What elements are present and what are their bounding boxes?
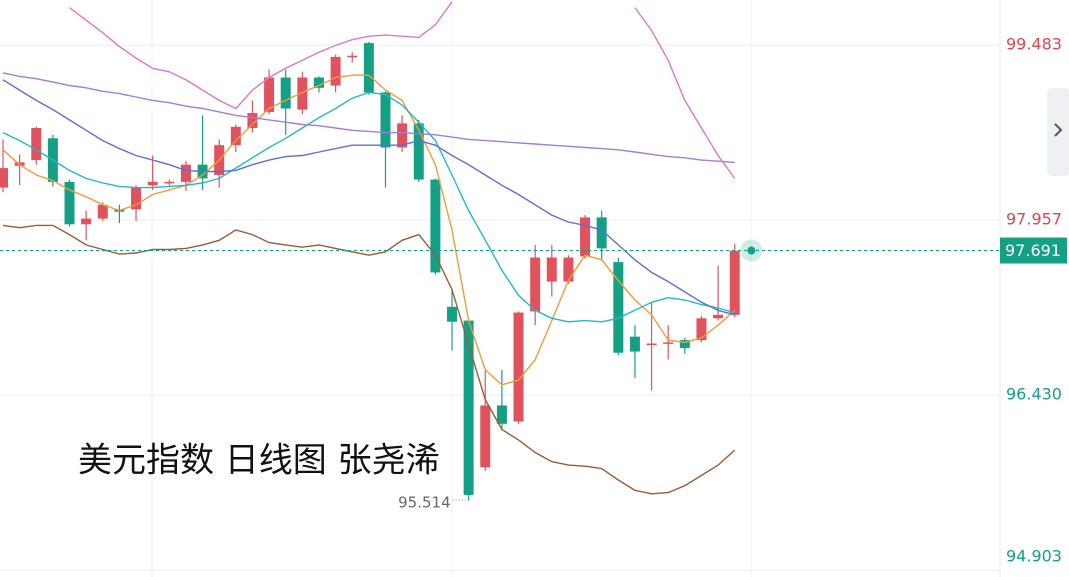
candle-body	[447, 306, 458, 322]
candle-body	[131, 187, 142, 210]
candle-body	[164, 181, 175, 184]
price-tag-label: 97.691	[1005, 241, 1061, 260]
candle-body	[230, 126, 241, 146]
candle-body	[480, 405, 491, 468]
candle-body	[413, 123, 424, 180]
candle-body	[280, 77, 291, 109]
candle-body	[663, 342, 674, 344]
candle-body	[696, 318, 707, 341]
candle-body	[546, 257, 557, 282]
plot-area	[0, 1, 1000, 571]
indicator-line	[2, 72, 735, 164]
candle-body	[397, 123, 408, 148]
candle-body	[530, 257, 541, 312]
candle-body	[147, 181, 158, 186]
price-tag	[1000, 237, 1067, 264]
candle-body	[97, 204, 108, 219]
candle-body	[297, 77, 308, 110]
candle-body	[496, 405, 507, 424]
indicator-line	[2, 74, 736, 386]
candle-body	[629, 336, 640, 352]
candle-body	[430, 179, 441, 273]
candle-body	[596, 217, 607, 249]
candle-body	[463, 320, 474, 495]
candle-body	[613, 262, 624, 353]
y-tick-label: 97.957	[1006, 210, 1062, 229]
candle-body	[729, 250, 740, 315]
chevron-icon[interactable]	[1054, 123, 1063, 137]
candle-body	[330, 56, 341, 86]
indicator-line	[2, 91, 735, 323]
price-dot	[747, 246, 756, 255]
candle-body	[64, 181, 75, 225]
candle-body	[563, 257, 574, 282]
candle-body	[713, 314, 724, 319]
candle-body	[313, 77, 324, 88]
chart-title: 美元指数 日线图 张尧浠	[78, 441, 440, 481]
candle-body	[513, 312, 524, 422]
candle-body	[646, 343, 657, 346]
y-tick-label: 96.430	[1006, 385, 1062, 404]
y-tick-label: 99.483	[1006, 35, 1062, 54]
indicator-line	[69, 1, 736, 179]
indicator-line	[2, 79, 735, 316]
candle-body	[0, 168, 8, 188]
candle-body	[363, 43, 374, 93]
candle-body	[580, 217, 591, 257]
candle-body	[247, 113, 258, 128]
candle-body	[31, 127, 42, 161]
candle-body	[679, 340, 690, 349]
collapse-button[interactable]	[1047, 88, 1069, 176]
y-tick-label: 94.903	[1006, 547, 1062, 566]
candle-body	[180, 164, 191, 182]
indicator-line	[2, 224, 736, 495]
candle-body	[81, 218, 92, 225]
candle-body	[264, 77, 275, 112]
candle-body	[347, 55, 358, 58]
low-label: 95.514	[398, 494, 451, 512]
candle-body	[380, 92, 391, 148]
